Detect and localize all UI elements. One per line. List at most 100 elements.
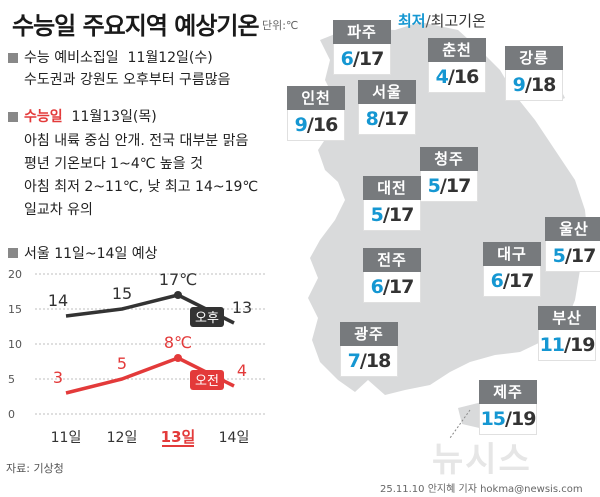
x-tick-label: 13일 <box>161 428 196 446</box>
data-label: 4 <box>237 361 247 380</box>
y-tick-label: 20 <box>8 268 22 281</box>
city-name: 제주 <box>479 380 537 404</box>
max-temp: 19 <box>510 408 536 430</box>
min-temp: 6 <box>340 48 354 70</box>
seoul-temp-chart: 0 5 10 15 20 11일 12일 13일 14일 14 15 17℃ 13 오후 3 5 8℃ 4 오전 <box>8 268 265 447</box>
legend: 최저/최고기온 <box>398 10 486 31</box>
city-name: 청주 <box>420 147 478 171</box>
city-cheongju: 청주 5/17 <box>420 147 478 202</box>
data-point <box>174 354 182 362</box>
data-label: 14 <box>48 291 68 310</box>
min-temp: 5 <box>370 204 384 226</box>
credit-text: 25.11.10 안지혜 기자 hokma@newsis.com <box>380 484 583 495</box>
city-name: 대전 <box>363 176 421 200</box>
city-chuncheon: 춘천 4/16 <box>428 38 486 93</box>
x-tick-label: 14일 <box>219 430 250 446</box>
max-temp: 19 <box>569 334 595 356</box>
data-label: 8℃ <box>164 333 192 352</box>
min-temp: 4 <box>435 66 449 88</box>
city-name: 울산 <box>545 217 600 241</box>
city-name: 강릉 <box>505 46 563 70</box>
max-temp: 18 <box>365 350 391 372</box>
exam-line-1: 아침 내륙 중심 안개. 전국 대부분 맑음 <box>24 133 249 149</box>
x-tick-label: 11일 <box>51 430 82 446</box>
city-temp: 6/17 <box>333 44 391 75</box>
min-temp: 15 <box>480 408 506 430</box>
prelim-date: 11월12일(수) <box>127 50 213 66</box>
chart-title: 서울 11일~14일 예상 <box>24 246 158 262</box>
y-tick-label: 10 <box>8 338 22 351</box>
city-jeju: 제주 15/19 <box>479 380 537 435</box>
city-temp: 15/19 <box>479 404 537 435</box>
series-tag-label: 오후 <box>195 311 219 326</box>
city-ulsan: 울산 5/17 <box>545 217 600 272</box>
min-temp: 5 <box>552 245 566 267</box>
max-temp: 16 <box>453 66 479 88</box>
city-name: 부산 <box>538 306 596 330</box>
city-name: 서울 <box>358 80 416 104</box>
city-temp: 5/17 <box>545 241 600 272</box>
city-gwangju: 광주 7/18 <box>340 322 398 377</box>
series-tag-label: 오전 <box>195 374 219 389</box>
max-temp: 17 <box>358 48 384 70</box>
exam-line-4: 일교차 유의 <box>24 202 93 218</box>
max-temp: 17 <box>388 204 414 226</box>
bullet-icon <box>8 248 18 258</box>
city-name: 전주 <box>363 248 421 272</box>
city-temp: 9/18 <box>505 70 563 101</box>
city-name: 춘천 <box>428 38 486 62</box>
city-name: 파주 <box>333 20 391 44</box>
city-name: 광주 <box>340 322 398 346</box>
unit-label: 단위:℃ <box>262 19 299 32</box>
min-temp: 7 <box>347 350 361 372</box>
city-busan: 부산 11/19 <box>538 306 596 361</box>
legend-max: 최고기온 <box>430 12 486 30</box>
city-temp: 7/18 <box>340 346 398 377</box>
data-point <box>174 291 182 299</box>
data-label: 5 <box>117 354 127 373</box>
bullet-icon <box>8 112 18 122</box>
data-label: 15 <box>112 284 132 303</box>
page-title: 수능일 주요지역 예상기온 <box>12 12 260 40</box>
data-label: 3 <box>53 368 63 387</box>
source-text: 자료: 기상청 <box>6 462 64 475</box>
legend-min: 최저 <box>398 12 426 30</box>
y-tick-label: 5 <box>8 373 15 386</box>
max-temp: 17 <box>383 108 409 130</box>
city-temp: 9/16 <box>287 110 345 141</box>
min-temp: 6 <box>490 270 504 292</box>
data-label: 13 <box>232 298 252 317</box>
city-jeonju: 전주 6/17 <box>363 248 421 303</box>
exam-label: 수능일 <box>24 109 63 125</box>
min-temp: 9 <box>512 74 526 96</box>
bullet-icon <box>8 53 18 63</box>
series-tag-bg <box>190 307 224 327</box>
city-paju: 파주 6/17 <box>333 20 391 75</box>
series-tag-bg <box>190 370 224 390</box>
max-temp: 17 <box>445 175 471 197</box>
max-temp: 17 <box>388 276 414 298</box>
city-incheon: 인천 9/16 <box>287 86 345 141</box>
min-temp: 9 <box>294 114 308 136</box>
city-gangneung: 강릉 9/18 <box>505 46 563 101</box>
legend-sep: / <box>425 12 431 30</box>
min-temp: 11 <box>539 334 565 356</box>
max-temp: 17 <box>570 245 596 267</box>
prelim-line: 수능 예비소집일 11월12일(수) <box>24 47 213 67</box>
max-temp: 18 <box>530 74 556 96</box>
exam-line-3: 아침 최저 2~11℃, 낮 최고 14~19℃ <box>24 179 259 195</box>
min-temp: 5 <box>427 175 441 197</box>
city-temp: 6/17 <box>483 266 541 297</box>
watermark: 뉴시스 <box>432 440 532 480</box>
city-name: 인천 <box>287 86 345 110</box>
city-daejeon: 대전 5/17 <box>363 176 421 231</box>
city-daegu: 대구 6/17 <box>483 242 541 297</box>
y-tick-label: 15 <box>8 303 22 316</box>
min-temp: 6 <box>370 276 384 298</box>
data-label: 17℃ <box>159 270 197 289</box>
prelim-label: 수능 예비소집일 <box>24 50 119 66</box>
x-tick-label: 12일 <box>107 430 138 446</box>
prelim-desc: 수도권과 강원도 오후부터 구름많음 <box>24 72 231 88</box>
city-name: 대구 <box>483 242 541 266</box>
city-temp: 5/17 <box>363 200 421 231</box>
